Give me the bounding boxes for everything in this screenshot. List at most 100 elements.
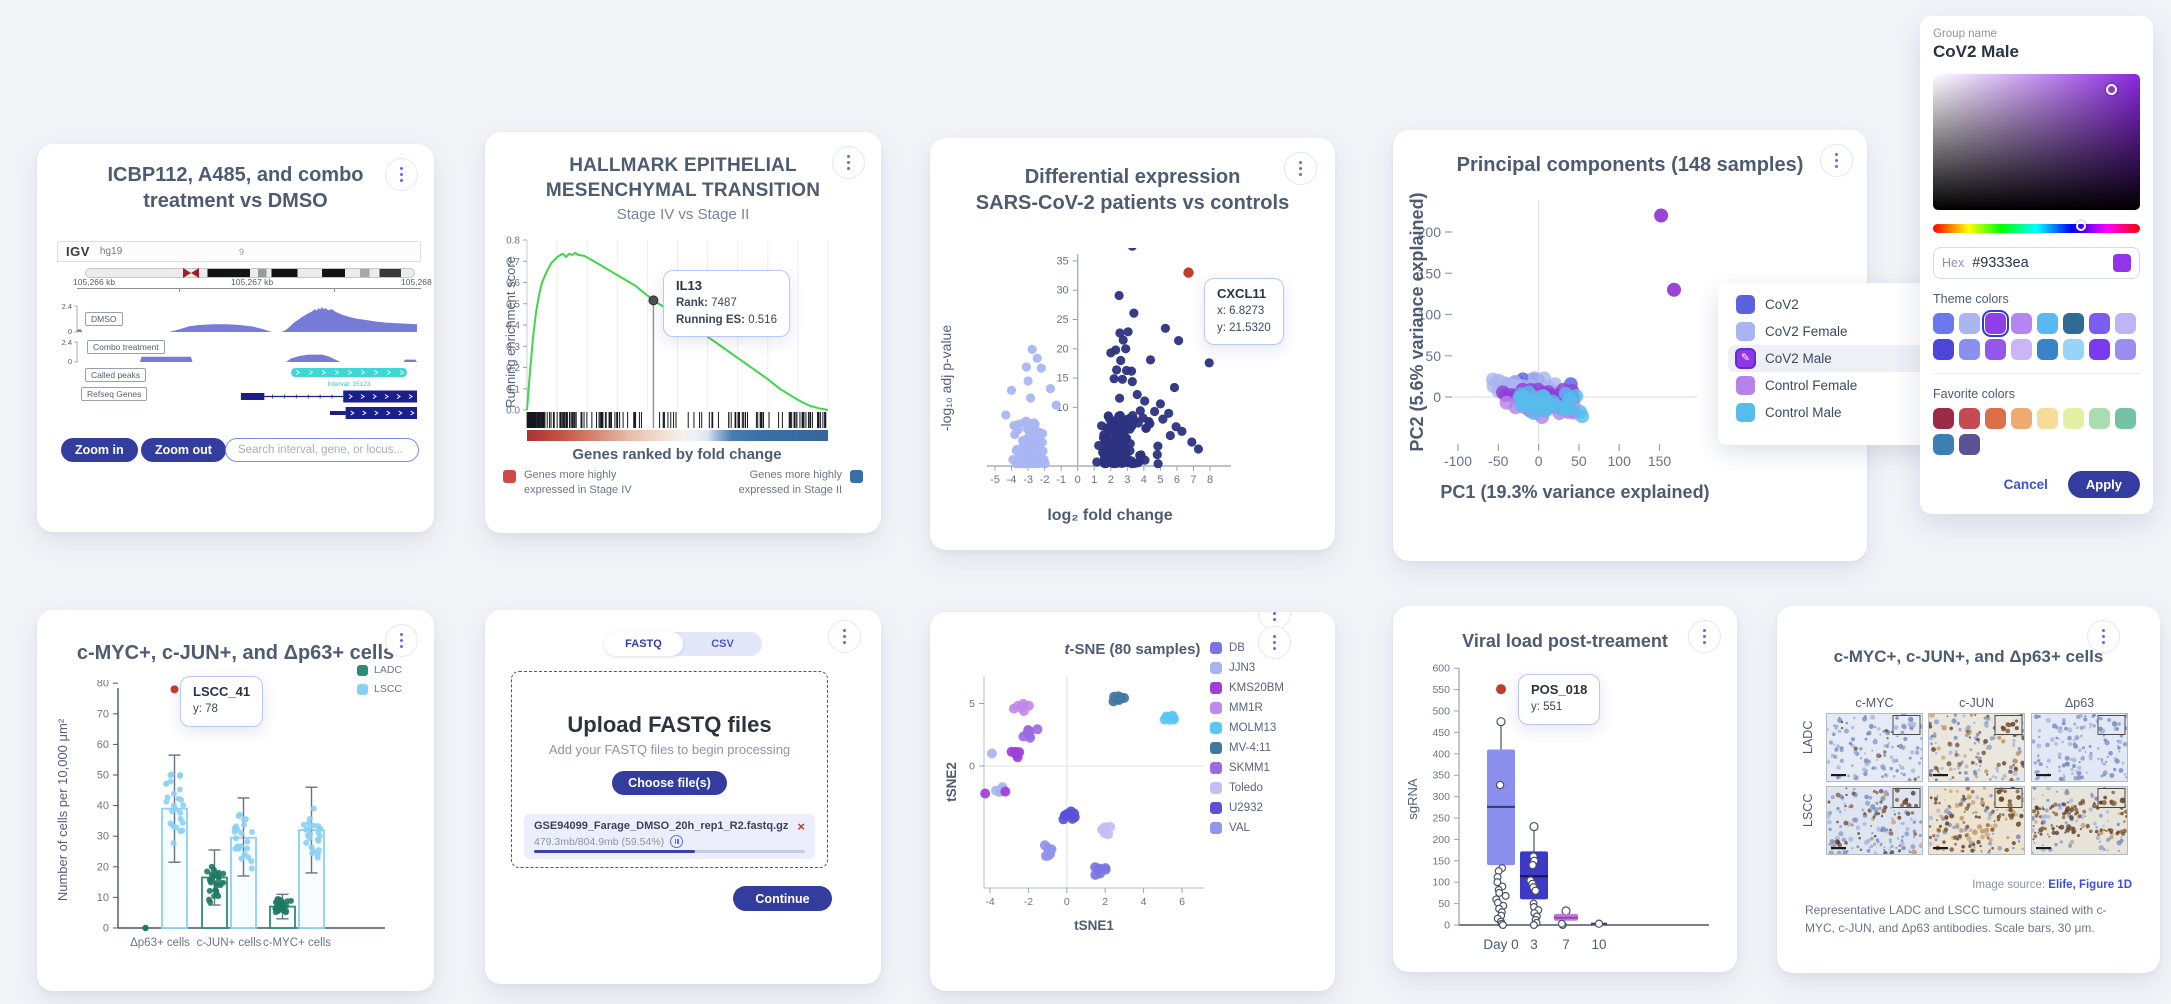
favorite-color-grid xyxy=(1933,408,2139,455)
theme-color-swatch[interactable] xyxy=(2089,313,2110,334)
cancel-button[interactable]: Cancel xyxy=(2003,477,2048,492)
svg-text:50: 50 xyxy=(1425,348,1441,364)
track-label-combo[interactable]: Combo treatment xyxy=(87,340,165,354)
card-menu-icon[interactable] xyxy=(1688,620,1721,653)
svg-text:Δp63+ cells: Δp63+ cells xyxy=(130,937,190,949)
theme-color-swatch[interactable] xyxy=(1959,313,1980,334)
genome-select[interactable]: hg19 xyxy=(99,246,123,257)
remove-file-icon[interactable]: × xyxy=(797,819,805,834)
theme-color-swatch[interactable] xyxy=(2063,339,2084,360)
hex-input[interactable] xyxy=(1972,255,2105,271)
favorite-color-swatch[interactable] xyxy=(2115,408,2136,429)
favorite-color-swatch[interactable] xyxy=(2063,408,2084,429)
legend-item[interactable]: DB xyxy=(1210,638,1284,658)
choose-files-button[interactable]: Choose file(s) xyxy=(612,771,727,795)
track-label-refseq[interactable]: Refseq Genes xyxy=(81,387,148,401)
svg-text:tSNE1: tSNE1 xyxy=(1074,918,1114,933)
card-cell-counts: c-MYC+, c-JUN+, and Δp63+ cells 0 10 20 30 4… xyxy=(37,610,434,991)
track-label-dmso[interactable]: DMSO xyxy=(85,312,123,326)
legend-item[interactable]: SKMM1 xyxy=(1210,758,1284,778)
theme-color-swatch[interactable] xyxy=(2037,339,2058,360)
favorite-color-swatch[interactable] xyxy=(1959,408,1980,429)
legend-item[interactable]: MV-4:11 xyxy=(1210,738,1284,758)
theme-color-swatch[interactable] xyxy=(1981,309,2010,338)
hue-slider-handle[interactable] xyxy=(2075,221,2086,231)
card-menu-icon[interactable] xyxy=(385,158,418,191)
source-link[interactable]: Elife, Figure 1D xyxy=(2048,879,2132,891)
svg-text:0.0: 0.0 xyxy=(506,406,520,417)
legend-item[interactable]: KMS20BM xyxy=(1210,678,1284,698)
apply-button[interactable]: Apply xyxy=(2067,471,2140,498)
chromosome-label: 9 xyxy=(239,246,245,257)
card-title: HALLMARK EPITHELIAL MESENCHYMAL TRANSITIO… xyxy=(545,155,821,201)
legend-group-item[interactable]: Control Male xyxy=(1728,399,1943,426)
theme-color-swatch[interactable] xyxy=(2115,339,2136,360)
favorite-color-swatch[interactable] xyxy=(1933,434,1954,455)
tsne-legend: DB JJN3 KMS20BM MM1R MOLM13 MV-4:11 SKMM1 Toled… xyxy=(1210,638,1284,838)
theme-color-swatch[interactable] xyxy=(1985,339,2006,360)
continue-button[interactable]: Continue xyxy=(733,886,832,911)
card-menu-icon[interactable] xyxy=(2087,620,2120,653)
theme-color-swatch[interactable] xyxy=(1933,339,1954,360)
svg-text:30: 30 xyxy=(1056,285,1068,297)
locus-search-input[interactable] xyxy=(225,438,419,462)
pause-upload-icon[interactable] xyxy=(670,835,684,848)
svg-text:6: 6 xyxy=(1174,474,1180,486)
theme-color-swatch[interactable] xyxy=(2115,313,2136,334)
legend-item[interactable]: MOLM13 xyxy=(1210,718,1284,738)
card-menu-icon[interactable] xyxy=(1820,144,1853,177)
card-menu-icon[interactable] xyxy=(1258,626,1291,659)
legend-group-item[interactable]: ✎ CoV2 Male xyxy=(1728,345,1943,372)
theme-color-swatch[interactable] xyxy=(2011,339,2032,360)
legend-item[interactable]: LADC xyxy=(357,664,402,676)
card-menu-icon[interactable] xyxy=(832,146,865,179)
card-menu-icon[interactable] xyxy=(385,624,418,657)
legend-item[interactable]: LSCC xyxy=(357,683,402,695)
legend-group-item[interactable]: Control Female xyxy=(1728,372,1943,399)
file-dropzone[interactable]: Upload FASTQ files Add your FASTQ files … xyxy=(511,671,828,868)
favorite-color-swatch[interactable] xyxy=(1959,434,1980,455)
card-menu-icon[interactable] xyxy=(1284,152,1317,185)
group-swatch-editing: ✎ xyxy=(1735,348,1756,369)
favorite-color-swatch[interactable] xyxy=(2011,408,2032,429)
svg-text:0: 0 xyxy=(1433,389,1441,405)
svg-text:Genes ranked by fold change: Genes ranked by fold change xyxy=(572,446,781,463)
group-name-value: CoV2 Male xyxy=(1933,42,2019,61)
sv-cursor[interactable] xyxy=(2106,83,2118,95)
theme-color-swatch[interactable] xyxy=(1933,313,1954,334)
zoom-in-button[interactable]: Zoom in xyxy=(61,438,138,462)
svg-text:-log₁₀ adj p-value: -log₁₀ adj p-value xyxy=(938,325,954,431)
track-label-peaks[interactable]: Called peaks xyxy=(85,368,147,382)
theme-color-swatch[interactable] xyxy=(2063,313,2084,334)
tab-csv[interactable]: CSV xyxy=(711,638,734,650)
theme-color-swatch[interactable] xyxy=(2037,313,2058,334)
card-menu-icon[interactable] xyxy=(828,620,861,653)
legend-item[interactable]: Toledo xyxy=(1210,778,1284,798)
legend-label: Toledo xyxy=(1229,782,1263,794)
saturation-value-area[interactable] xyxy=(1933,74,2140,210)
card-subtitle: Stage IV vs Stage II xyxy=(616,206,750,224)
chromosome-ideogram[interactable] xyxy=(85,268,415,278)
legend-label: DB xyxy=(1229,642,1245,654)
group-label: Control Female xyxy=(1765,378,1858,393)
legend-group-item[interactable]: CoV2 xyxy=(1728,291,1943,318)
legend-item[interactable]: JJN3 xyxy=(1210,658,1284,678)
legend-item[interactable]: VAL xyxy=(1210,818,1284,838)
theme-color-swatch[interactable] xyxy=(2011,313,2032,334)
legend-group-item[interactable]: CoV2 Female xyxy=(1728,318,1943,345)
hue-slider[interactable] xyxy=(1933,221,2140,233)
favorite-color-swatch[interactable] xyxy=(2037,408,2058,429)
svg-text:-50: -50 xyxy=(1488,453,1508,469)
legend-swatch xyxy=(1210,722,1222,734)
theme-color-swatch[interactable] xyxy=(2089,339,2110,360)
svg-text:450: 450 xyxy=(1432,727,1450,739)
svg-text:500: 500 xyxy=(1432,706,1450,718)
tab-fastq[interactable]: FASTQ xyxy=(604,632,683,656)
legend-item[interactable]: MM1R xyxy=(1210,698,1284,718)
favorite-color-swatch[interactable] xyxy=(1985,408,2006,429)
theme-color-swatch[interactable] xyxy=(1959,339,1980,360)
legend-item[interactable]: U2932 xyxy=(1210,798,1284,818)
zoom-out-button[interactable]: Zoom out xyxy=(141,438,226,462)
favorite-color-swatch[interactable] xyxy=(1933,408,1954,429)
favorite-color-swatch[interactable] xyxy=(2089,408,2110,429)
